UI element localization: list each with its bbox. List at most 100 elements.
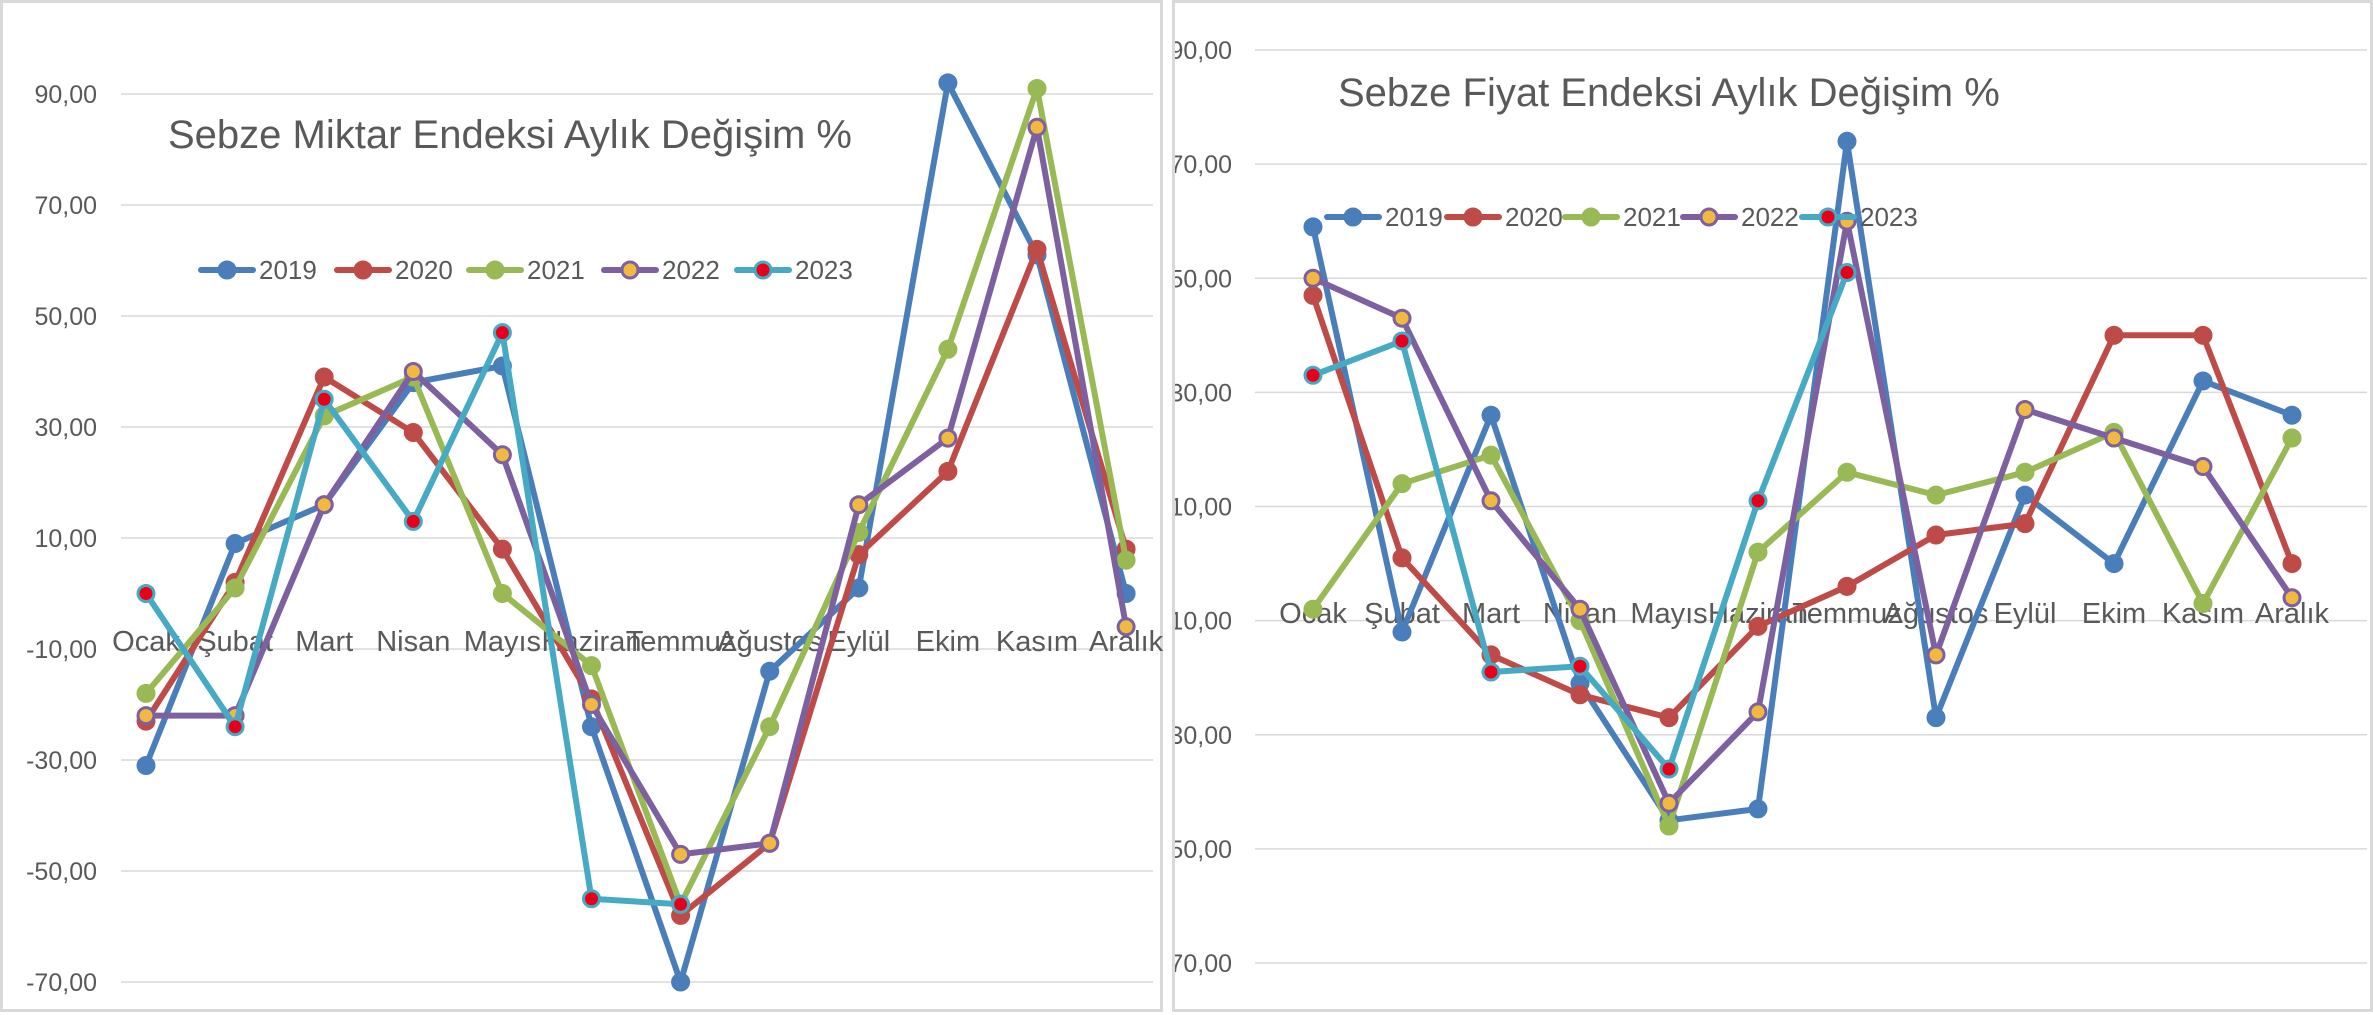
data-point-2019 [136, 756, 156, 776]
x-tick-label: Ekim [2082, 598, 2146, 630]
y-tick-label: 70,00 [34, 192, 97, 220]
legend-label-2021: 2021 [527, 255, 585, 285]
data-point-2022 [314, 495, 334, 515]
data-point-2020 [1837, 576, 1857, 596]
y-tick-label: 30,00 [34, 414, 97, 442]
data-point-2022 [1116, 617, 1136, 637]
data-point-2020 [1392, 548, 1412, 568]
y-tick-label: -50,00 [1175, 836, 1232, 864]
y-tick-label: 30,00 [1175, 379, 1232, 407]
legend-marker-2019 [1343, 207, 1363, 227]
data-point-2019 [582, 717, 601, 737]
y-tick-label: 90,00 [1175, 37, 1232, 65]
data-point-2021 [1926, 485, 1946, 505]
y-tick-label: -30,00 [1175, 722, 1232, 750]
data-point-2023 [1570, 656, 1590, 676]
y-tick-label: 90,00 [34, 81, 97, 109]
data-point-2022 [403, 362, 423, 381]
data-point-2021 [1116, 550, 1136, 570]
data-point-2020 [1027, 239, 1047, 259]
data-point-2021 [2015, 462, 2035, 482]
data-point-2020 [1659, 708, 1679, 728]
quantity-index-chart: 90,00 70,00 50,00 30,00 10,00 -10,00 -30,00 -50… [26, 73, 1164, 997]
data-point-2020 [2015, 514, 2035, 534]
data-point-2020 [492, 539, 512, 559]
y-tick-label: -10,00 [1175, 608, 1232, 636]
series-line-2022 [143, 124, 1130, 858]
data-point-2021 [1659, 816, 1679, 836]
data-point-2021 [2193, 594, 2213, 614]
data-point-2022 [760, 833, 780, 853]
data-point-2019 [1837, 131, 1857, 151]
legend-label-2023: 2023 [795, 255, 853, 285]
data-point-2021 [760, 717, 780, 737]
data-point-2023 [314, 389, 334, 409]
data-point-2022 [1570, 599, 1590, 619]
data-point-2021 [582, 656, 601, 676]
data-point-2023 [1748, 491, 1768, 511]
data-point-2020 [2104, 325, 2124, 345]
y-tick-label: -70,00 [1175, 950, 1232, 978]
data-point-2022 [136, 706, 156, 726]
legend-label-2020: 2020 [395, 255, 453, 285]
legend-label-2020: 2020 [1505, 202, 1563, 232]
data-point-2023 [1659, 759, 1679, 779]
y-tick-label: -70,00 [26, 969, 97, 997]
data-point-2021 [225, 578, 245, 598]
x-tick-label: Nisan [376, 626, 450, 658]
data-point-2022 [1926, 645, 1946, 665]
price-index-chart: 90,00 70,00 50,00 30,00 10,00 -10,00 -30,00 -50… [1175, 37, 2367, 978]
x-tick-label: Ekim [916, 626, 980, 658]
data-point-2019 [2104, 554, 2124, 574]
series-line-2020 [1310, 292, 2295, 721]
y-tick-label: 10,00 [34, 525, 97, 553]
data-point-2019 [1748, 799, 1768, 819]
data-point-2019 [2282, 405, 2302, 425]
x-tick-label: Temmuz [626, 626, 736, 658]
data-point-2021 [1392, 474, 1412, 494]
data-point-2020 [1570, 685, 1590, 705]
data-point-2022 [1303, 268, 1323, 288]
quantity-index-chart-panel: 90,00 70,00 50,00 30,00 10,00 -10,00 -30,00 -50… [0, 0, 1164, 1012]
y-tick-label: -10,00 [26, 636, 97, 664]
data-point-2022 [492, 445, 512, 465]
data-point-2019 [1303, 217, 1323, 237]
legend-marker-2019 [217, 260, 237, 280]
data-point-2022 [849, 495, 869, 515]
data-point-2021 [938, 339, 958, 359]
data-point-2020 [2193, 325, 2213, 345]
data-point-2021 [1748, 542, 1768, 562]
legend-label-2022: 2022 [662, 255, 720, 285]
series-line-2019 [143, 79, 1130, 985]
legend-marker-2022 [1699, 207, 1719, 227]
data-point-2019 [225, 534, 245, 554]
data-point-2019 [671, 972, 691, 992]
legend-marker-2023 [1818, 207, 1838, 227]
legend-marker-2023 [753, 260, 773, 280]
data-point-2023 [671, 894, 691, 914]
legend-label-2019: 2019 [1385, 202, 1443, 232]
data-point-2020 [1748, 616, 1768, 636]
data-point-2022 [1659, 793, 1679, 813]
data-point-2021 [2282, 428, 2302, 448]
x-tick-label: Mart [295, 626, 353, 658]
data-point-2022 [2015, 399, 2035, 419]
data-point-2023 [136, 584, 156, 603]
legend-label-2022: 2022 [1741, 202, 1799, 232]
legend-label-2019: 2019 [259, 255, 317, 285]
y-tick-label: -50,00 [26, 858, 97, 886]
data-point-2023 [492, 323, 512, 343]
data-point-2019 [2193, 371, 2213, 391]
data-point-2022 [2193, 457, 2213, 477]
data-point-2023 [1481, 662, 1501, 682]
y-tick-label: 50,00 [34, 303, 97, 331]
data-point-2020 [1926, 525, 1946, 545]
data-point-2023 [1303, 365, 1323, 385]
series-line-2023 [143, 329, 684, 908]
data-point-2022 [671, 844, 691, 864]
chart-title: Sebze Fiyat Endeksi Aylık Değişim % [1338, 71, 2000, 115]
data-point-2019 [2015, 485, 2035, 505]
legend-marker-2022 [620, 260, 640, 280]
y-tick-label: 10,00 [1175, 494, 1232, 522]
legend-marker-2020 [1463, 207, 1483, 227]
